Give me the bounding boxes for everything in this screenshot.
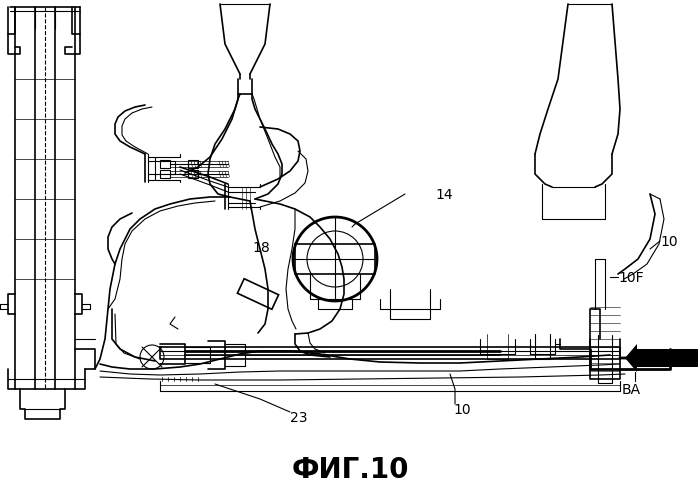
Text: 23: 23 [290,410,307,424]
Polygon shape [625,345,637,372]
Text: 10: 10 [660,235,678,248]
Text: BA: BA [622,382,640,396]
Text: 10F: 10F [618,270,643,285]
Bar [160,161,170,169]
Text: 10: 10 [453,402,470,416]
Bar [160,171,170,179]
Text: 18: 18 [252,241,270,254]
Bar [188,171,198,179]
Text: ФИГ.10: ФИГ.10 [291,455,409,483]
Bar [188,161,198,169]
Bar [637,349,698,367]
Text: 14: 14 [435,187,453,202]
